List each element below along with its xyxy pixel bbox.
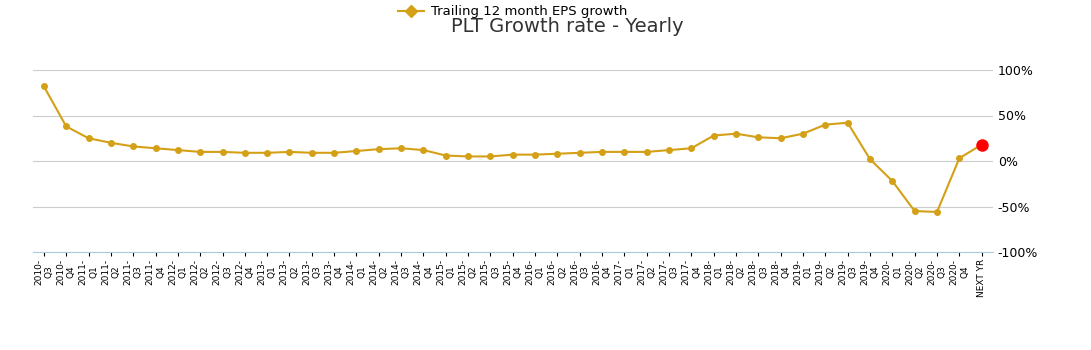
Legend: Trailing 12 month EPS growth: Trailing 12 month EPS growth: [393, 0, 633, 24]
Text: PLT Growth rate - Yearly: PLT Growth rate - Yearly: [451, 18, 684, 36]
